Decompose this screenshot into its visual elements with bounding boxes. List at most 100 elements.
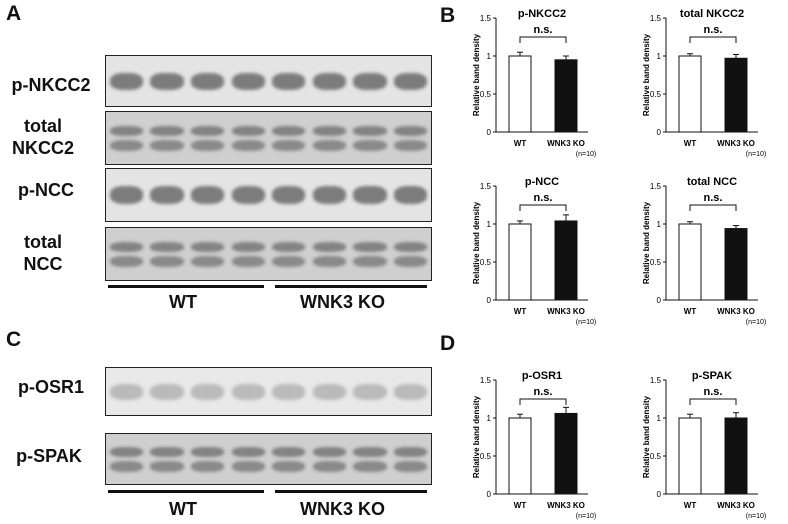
y-tick-label: 1 [487, 220, 492, 229]
significance-bracket [689, 36, 737, 43]
blot-band [150, 460, 184, 472]
blot-band [312, 125, 347, 136]
blot-band [150, 447, 184, 457]
bar-0 [508, 223, 532, 301]
significance-label: n.s. [704, 386, 723, 398]
x-tick-label: WNK3 KO [717, 501, 755, 510]
group-label-ko: WNK3 KO [300, 292, 385, 312]
chart-total-ncc: total NCC Relative band density 0 0.5 1 1.5 WT… [642, 176, 766, 326]
y-tick-label: 0 [487, 296, 492, 305]
x-tick-label: WT [684, 307, 697, 316]
blot-band [394, 125, 428, 136]
blot-band [394, 255, 428, 267]
blot-band [353, 384, 387, 401]
blot-band [353, 125, 387, 136]
chart-title: total NKCC2 [680, 8, 744, 20]
y-tick-label: 0.5 [650, 258, 662, 267]
blot-band [190, 72, 225, 90]
blot-band [272, 384, 306, 401]
significance-bracket [519, 398, 567, 405]
blot-label-p-spak: p-SPAK [16, 446, 82, 466]
blot-band [190, 447, 225, 457]
n-note: (n=10) [746, 319, 766, 326]
chart-title: p-NKCC2 [518, 8, 566, 20]
blot-band [231, 384, 265, 401]
x-tick-label: WNK3 KO [547, 139, 585, 148]
group-label-wt: WT [169, 292, 197, 312]
bar-0 [508, 417, 532, 495]
blot-band [109, 139, 143, 151]
group-label-ko-c: WNK3 KO [300, 499, 385, 519]
blot-band [109, 384, 143, 401]
y-tick-label: 1.5 [480, 376, 492, 385]
blot-band [190, 255, 225, 267]
x-tick-label: WNK3 KO [547, 501, 585, 510]
significance-bracket [689, 204, 737, 211]
n-note: (n=10) [576, 151, 596, 158]
blot-band [312, 241, 347, 252]
bar-1 [724, 417, 748, 495]
bar-1 [724, 228, 748, 301]
blot-band [312, 139, 347, 151]
y-tick-label: 1 [487, 52, 492, 61]
y-tick-label: 1.5 [650, 376, 662, 385]
blot-band [109, 255, 143, 267]
significance-bracket [689, 398, 737, 405]
blot-band [272, 460, 306, 472]
bar-1 [554, 412, 578, 495]
blot-band [190, 125, 225, 136]
blot-p-ncc [105, 168, 432, 222]
panel-letter-b: B [440, 4, 456, 27]
y-axis-label: Relative band density [472, 395, 481, 478]
blot-label-p-osr1: p-OSR1 [17, 377, 84, 397]
y-tick-label: 0.5 [650, 452, 662, 461]
blot-band [150, 384, 184, 401]
chart-title: p-OSR1 [522, 370, 562, 382]
y-tick-label: 0 [487, 128, 492, 137]
y-tick-label: 0 [487, 490, 492, 499]
blot-band [353, 460, 387, 472]
y-tick-label: 0.5 [480, 258, 492, 267]
blot-band [190, 384, 225, 401]
blot-band [109, 460, 143, 472]
panel-letter-c: C [6, 328, 22, 351]
blot-band [109, 72, 143, 90]
blot-band [190, 139, 225, 151]
y-tick-label: 0 [657, 296, 662, 305]
y-tick-label: 0.5 [480, 90, 492, 99]
blot-band [312, 460, 347, 472]
blot-band [353, 139, 387, 151]
y-tick-label: 1.5 [480, 182, 492, 191]
chart-p-spak: p-SPAK Relative band density 0 0.5 1 1.5 WT WNK… [642, 370, 766, 520]
blot-band [353, 72, 387, 90]
x-tick-label: WT [684, 501, 697, 510]
blot-band [272, 447, 306, 457]
blot-band [312, 384, 347, 401]
group-label-wt-c: WT [169, 499, 197, 519]
blot-label-p-ncc: p-NCC [18, 180, 74, 200]
y-axis-label: Relative band density [472, 201, 481, 284]
blot-band [353, 241, 387, 252]
bar-0 [678, 55, 702, 133]
blot-band [394, 241, 428, 252]
blot-band [231, 186, 265, 204]
chart-title: p-SPAK [692, 370, 732, 382]
blot-band [394, 447, 428, 457]
bar-0 [678, 223, 702, 301]
blot-band [231, 460, 265, 472]
group-bar-wt-c [108, 490, 264, 493]
blot-band [312, 186, 347, 204]
significance-label: n.s. [534, 24, 553, 36]
blot-total-ncc [105, 227, 432, 281]
y-axis-label: Relative band density [642, 395, 651, 478]
blot-band [394, 186, 428, 204]
chart-p-osr1: p-OSR1 Relative band density 0 0.5 1 1.5 WT WNK… [472, 370, 596, 520]
blot-band [231, 255, 265, 267]
blot-p-osr1 [105, 367, 432, 416]
chart-title: p-NCC [525, 176, 559, 188]
blot-band [231, 447, 265, 457]
blot-band [109, 447, 143, 457]
blot-band [231, 241, 265, 252]
chart-total-nkcc2: total NKCC2 Relative band density 0 0.5 1 1.5… [642, 8, 766, 158]
y-tick-label: 0.5 [480, 452, 492, 461]
